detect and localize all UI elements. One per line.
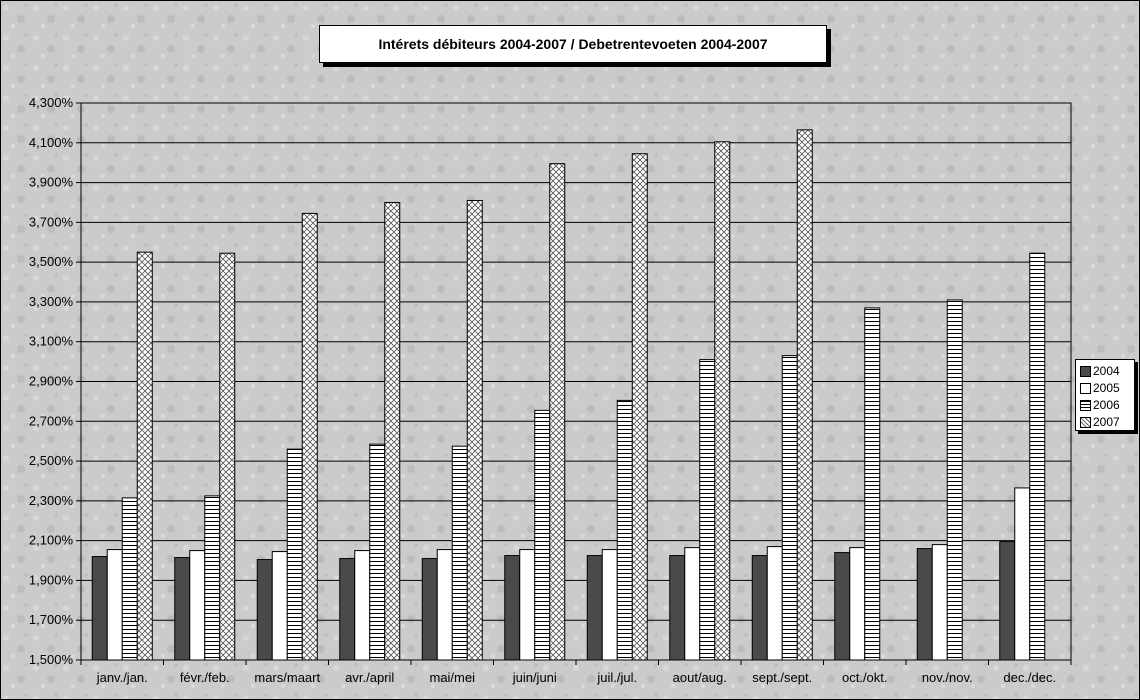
bar-2005-11 [1014,487,1031,661]
legend-item-2007: 2007 [1076,414,1134,430]
legend-label: 2006 [1093,398,1120,412]
bar-2004-10 [916,548,933,661]
bar-2005-0 [106,549,123,661]
bar-2005-8 [766,546,783,661]
bar-2005-4 [436,549,453,661]
bar-2007-0 [136,251,153,661]
bar-2005-9 [849,547,866,661]
x-tick-label: aout/aug. [673,670,727,685]
x-tick-label: juin/juni [512,670,557,685]
x-tick-label: dec./dec. [1003,670,1056,685]
legend-swatch-2004 [1080,366,1091,377]
bar-2006-9 [864,307,881,661]
y-tick-label: 3,900% [29,175,74,190]
bar-2006-7 [699,359,716,661]
bar-2004-11 [999,541,1016,661]
bar-2004-2 [256,559,273,661]
bar-2007-8 [796,129,813,661]
legend-item-2004: 2004 [1076,363,1134,379]
bar-2004-4 [421,558,438,661]
bar-2004-1 [174,557,191,661]
x-tick-label: juil./jul. [596,670,637,685]
y-tick-label: 1,900% [29,572,74,587]
x-tick-label: nov./nov. [922,670,973,685]
bar-2006-8 [781,355,798,661]
bar-2004-9 [834,552,851,661]
x-tick-label: mai/mei [429,670,475,685]
bar-2007-7 [714,141,731,661]
y-tick-label: 2,100% [29,533,74,548]
x-tick-label: mars/maart [254,670,320,685]
x-tick-label: oct./okt. [842,670,888,685]
bar-2004-5 [504,555,521,661]
bar-layer [91,129,1046,661]
x-tick-label: avr./april [345,670,394,685]
bar-2005-3 [354,550,371,661]
bar-2006-3 [369,443,386,661]
bar-2007-3 [384,201,401,661]
grid-layer [76,102,1071,661]
x-tick-label: sept./sept. [752,670,812,685]
legend-swatch-2005 [1080,383,1091,394]
y-tick-label: 3,100% [29,334,74,349]
legend-swatch-2006 [1080,400,1091,411]
bar-2006-10 [946,299,963,661]
bar-2006-2 [286,448,303,661]
y-tick-label: 2,500% [29,453,74,468]
bar-2007-1 [219,252,236,661]
y-tick-label: 4,300% [29,95,74,110]
bar-2007-2 [301,212,318,661]
bar-2004-8 [751,555,768,661]
bar-2005-10 [931,544,948,661]
legend-label: 2004 [1093,364,1120,378]
y-tick-label: 2,700% [29,413,74,428]
bar-2005-1 [189,550,206,661]
legend: 2004 2005 2006 2007 [1075,359,1135,431]
y-axis: 1,500% 1,700% 1,900% 2,100% 2,300% 2,500% 2,70… [29,95,74,667]
bar-2006-6 [616,399,633,661]
bar-2007-4 [466,199,483,661]
bar-2007-5 [549,163,566,661]
bar-2005-6 [601,549,618,661]
y-tick-label: 3,500% [29,254,74,269]
y-tick-label: 1,500% [29,652,74,667]
legend-label: 2007 [1093,415,1120,429]
chart-title: Intérets débiteurs 2004-2007 / Debetrent… [319,25,827,63]
bar-2006-0 [121,497,138,661]
legend-label: 2005 [1093,381,1120,395]
bar-2005-7 [684,547,701,661]
bar-2004-3 [339,558,356,661]
legend-swatch-2007 [1080,417,1091,428]
y-tick-label: 2,900% [29,374,74,389]
bar-2006-1 [204,495,221,661]
y-tick-label: 1,700% [29,612,74,627]
legend-item-2006: 2006 [1076,397,1134,413]
bar-2004-7 [669,555,686,661]
bar-2005-5 [519,549,536,661]
bar-2007-6 [631,153,648,661]
x-tick-label: févr./feb. [180,670,230,685]
y-tick-label: 2,300% [29,493,74,508]
y-tick-label: 4,100% [29,135,74,150]
x-axis: janv./jan. févr./feb. mars/maart avr./april… [80,660,1072,685]
bar-2006-4 [451,445,468,661]
x-tick-label: janv./jan. [96,670,148,685]
bar-2004-0 [91,556,108,661]
bar-2004-6 [586,555,603,661]
bar-2005-2 [271,551,288,661]
bar-2006-5 [534,409,551,661]
bar-2006-11 [1029,252,1046,661]
legend-item-2005: 2005 [1076,380,1134,396]
y-tick-label: 3,700% [29,214,74,229]
y-tick-label: 3,300% [29,294,74,309]
